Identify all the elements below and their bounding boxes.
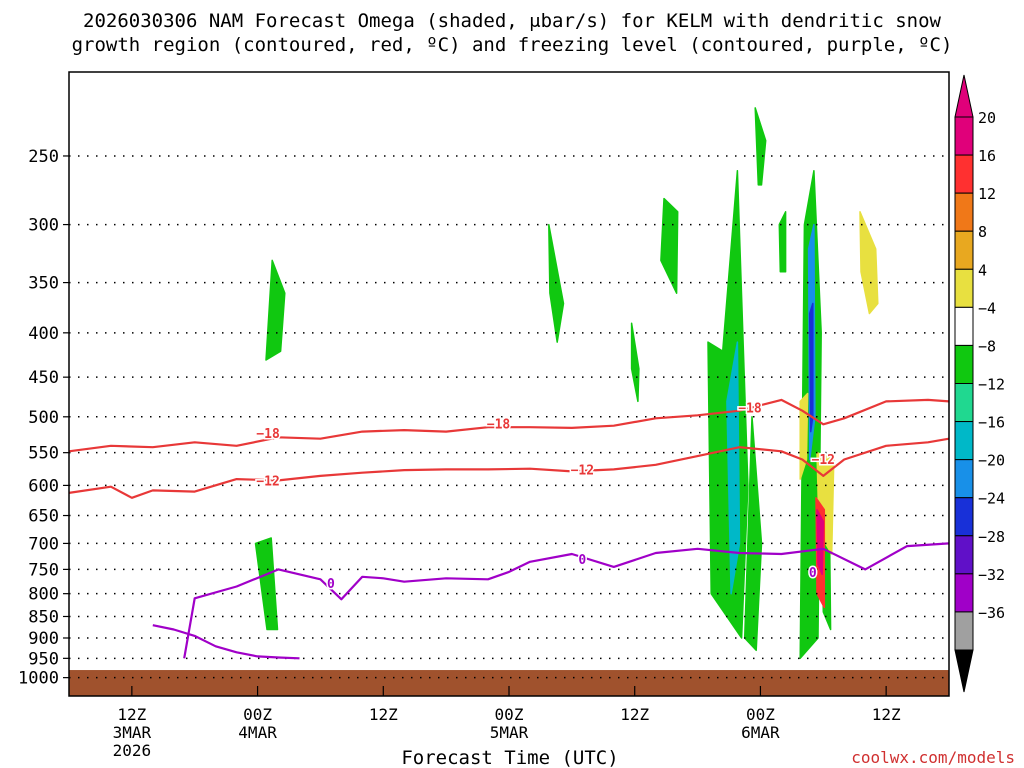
isotherm-minus18-label-0: −18: [256, 427, 280, 442]
y-tick-label-450: 450: [28, 368, 59, 388]
credit-link[interactable]: coolwx.com/models: [851, 748, 1015, 767]
colorbar-label-12: −32: [978, 566, 1005, 584]
x-tick-label-1-0: 00Z: [243, 705, 272, 724]
omega-field-15: [799, 392, 809, 480]
isotherm-minus12-label-2: −12: [812, 453, 835, 468]
freezing-level: [183, 542, 950, 659]
colorbar-label-5: −4: [978, 299, 996, 317]
y-tick-label-350: 350: [28, 274, 59, 294]
x-tick-label-0-1: 3MAR: [113, 723, 152, 742]
x-tick-label-1-1: 4MAR: [238, 723, 277, 742]
omega-field-11: [726, 341, 741, 595]
isotherm-minus12-label-1: −12: [571, 463, 594, 478]
colorbar-label-13: −36: [978, 604, 1005, 622]
omega-field-18: [816, 508, 825, 576]
omega-field-0: [265, 259, 286, 361]
chart-title: 2026030306 NAM Forecast Omega (shaded, μ…: [72, 10, 953, 56]
x-tick-label-5-0: 00Z: [746, 705, 775, 724]
colorbar-bin-2: [954, 192, 974, 232]
x-tick-label-6-0: 12Z: [872, 705, 901, 724]
isotherm-minus18-label-2: −18: [738, 402, 762, 417]
colorbar-bin-11: [954, 535, 974, 575]
freezing-level-label-1: 0: [578, 553, 586, 568]
chart-title-line1: 2026030306 NAM Forecast Omega (shaded, μ…: [83, 10, 941, 32]
colorbar-label-2: 12: [978, 185, 996, 203]
y-axis: 2503003504004505005506006507007508008509…: [18, 147, 69, 689]
y-tick-label-400: 400: [28, 324, 59, 344]
isotherm-minus18: [68, 398, 950, 453]
y-tick-label-950: 950: [28, 649, 59, 669]
colorbar-bin-1: [954, 154, 974, 194]
colorbar-label-3: 8: [978, 223, 987, 241]
colorbar-label-4: 4: [978, 261, 987, 279]
colorbar-label-7: −12: [978, 376, 1005, 394]
colorbar-bin-4: [954, 268, 974, 308]
freezing-level-label-0: 0: [327, 577, 335, 592]
isotherm-minus12-label-0: −12: [256, 474, 279, 489]
x-tick-label-2-0: 12Z: [369, 705, 398, 724]
colorbar-label-9: −20: [978, 452, 1005, 470]
freezing-level-near-surface: [152, 624, 300, 660]
chart-title-line2: growth region (contoured, red, ºC) and f…: [72, 34, 953, 56]
colorbar-label-1: 16: [978, 147, 996, 165]
omega-field-13: [808, 302, 814, 433]
colorbar-bin-13: [954, 611, 974, 651]
colorbar-bin-0: [954, 116, 974, 156]
colorbar-label-0: 20: [978, 109, 996, 127]
y-tick-label-700: 700: [28, 534, 59, 554]
x-axis-title: Forecast Time (UTC): [401, 747, 618, 768]
colorbar-bin-3: [954, 230, 974, 270]
y-tick-label-250: 250: [28, 147, 59, 167]
colorbar-bin-5: [954, 306, 974, 346]
omega-field-3: [630, 322, 640, 403]
colorbar-label-8: −16: [978, 414, 1005, 432]
colorbar-bin-6: [954, 344, 974, 384]
colorbar: 20 16 12 8 4 −4 −8 −12 −16 −20 −24 −28 −32 −36: [954, 74, 1005, 693]
colorbar-bin-12: [954, 573, 974, 613]
x-tick-label-5-1: 6MAR: [741, 723, 780, 742]
colorbar-bin-9: [954, 459, 974, 499]
colorbar-top-arrow: [954, 74, 974, 118]
y-tick-label-600: 600: [28, 476, 59, 496]
omega-field-1: [254, 537, 279, 631]
omega-shaded-fields: [254, 107, 879, 660]
omega-field-7: [754, 107, 767, 186]
y-tick-label-900: 900: [28, 629, 59, 649]
x-tick-label-3-0: 00Z: [495, 705, 524, 724]
x-tick-label-3-1: 5MAR: [490, 723, 529, 742]
y-tick-label-650: 650: [28, 507, 59, 527]
y-tick-label-850: 850: [28, 607, 59, 627]
y-tick-label-500: 500: [28, 408, 59, 428]
y-tick-label-800: 800: [28, 585, 59, 605]
x-tick-label-0-2: 2026: [113, 741, 152, 760]
colorbar-bin-7: [954, 383, 974, 423]
temperature-contours: −18 −18 −18 −12 −12 −12 0 0 0: [68, 398, 950, 660]
y-tick-label-550: 550: [28, 444, 59, 464]
colorbar-label-10: −24: [978, 490, 1005, 508]
isotherm-minus12: [68, 437, 950, 499]
colorbar-bin-10: [954, 497, 974, 537]
colorbar-bin-8: [954, 421, 974, 461]
omega-field-4: [660, 197, 679, 294]
colorbar-bottom-arrow: [954, 649, 974, 693]
x-tick-label-4-0: 12Z: [620, 705, 649, 724]
omega-field-14: [859, 211, 879, 315]
omega-field-6: [743, 416, 763, 652]
colorbar-label-11: −28: [978, 528, 1005, 546]
y-tick-label-750: 750: [28, 560, 59, 580]
y-tick-label-1000: 1000: [18, 669, 59, 689]
colorbar-label-6: −8: [978, 337, 996, 355]
omega-field-2: [548, 223, 565, 343]
x-tick-label-0-0: 12Z: [117, 705, 146, 724]
omega-field-8: [778, 211, 787, 273]
y-tick-label-300: 300: [28, 216, 59, 236]
freezing-level-label-2: 0: [809, 566, 817, 581]
isotherm-minus18-label-1: −18: [487, 418, 511, 433]
